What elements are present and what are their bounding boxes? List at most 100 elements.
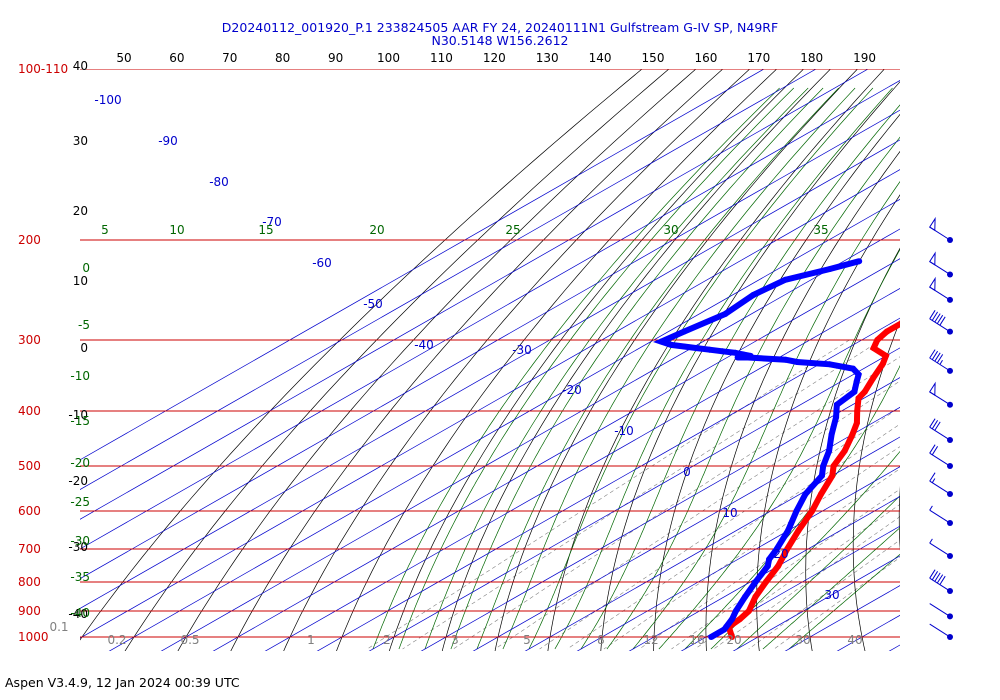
isotherm-line [80,69,817,490]
dewpoint-point [855,371,862,378]
isotherm-line [732,555,900,651]
wind-barb-staff [929,542,951,557]
wind-barb-half [929,538,933,544]
isotherm-line [160,228,900,651]
wind-barb-staff [929,318,951,333]
dry-adiabat-line [80,69,643,641]
isotherm-line [524,436,900,651]
dry-adiabat-line [705,150,900,651]
mixing-ratio-label: 3 [451,633,459,647]
temperature-point [941,251,947,257]
top-axis-tick: 100 [377,51,400,65]
top-axis-tick: 170 [747,51,770,65]
temperature-point [795,527,802,534]
wind-barb-staff [929,480,951,495]
dry-adiabat-line [944,69,1000,661]
dewpoint-point [747,352,754,359]
mixing-ratio-label: 40 [847,633,862,647]
dry-adiabat-line [388,69,804,651]
wind-barb-station [947,491,953,497]
moist-adiabat-label: 30 [663,223,678,237]
top-axis-tick: 140 [589,51,612,65]
top-axis-tick: 70 [222,51,237,65]
temperature-point [775,563,782,569]
isotherm-line [628,496,900,651]
dry-adiabat-label: 40 [73,59,88,73]
moist-adiabat-label: 5 [101,223,109,237]
temperature-point [937,272,943,278]
dewpoint-point [826,266,833,272]
dry-adiabat-line [852,319,900,651]
pressure-label: 900 [18,604,41,618]
wind-barb-station [947,271,953,278]
moist-adiabat-label: 15 [258,223,273,237]
top-axis-tick: 90 [328,51,343,65]
dry-adiabat-label: -10 [68,408,88,422]
temperature-point [729,634,735,640]
wind-barb-staff [929,452,951,467]
wind-barb-full [931,446,939,456]
dry-adiabat-line [898,485,900,552]
chart-title: D20240112_001920_P.1 233824505 AAR FY 24… [0,21,1000,47]
dewpoint-point [658,338,665,345]
isotherm-line [472,406,900,651]
temperature-point [818,491,825,497]
top-axis-tick: 80 [275,51,290,65]
temperature-point [829,472,836,479]
moist-adiabat-line [450,87,824,650]
temperature-point [870,375,877,381]
dewpoint-point [764,563,771,569]
isotherm-label: -70 [262,215,282,229]
dewpoint-point [766,556,773,563]
dry-adiabat-label: 20 [73,204,88,218]
mixing-ratio-line [539,407,900,650]
dewpoint-point [850,365,857,372]
dewpoint-point [723,623,730,630]
pressure-label: 700 [18,542,41,556]
dry-adiabat-line [283,69,750,651]
isotherm-line [108,198,900,651]
wind-barb-station [947,237,953,243]
isotherm-line [368,347,900,651]
moist-adiabat-line [398,87,795,650]
dewpoint-point [732,349,739,356]
isotherm-line [80,109,900,580]
pressure-label: 100-110 [18,62,68,76]
top-axis-tick: 110 [430,51,453,65]
wind-barb-staff [929,623,951,638]
pressure-label: 200 [18,233,41,247]
top-axis-tick: 120 [483,51,506,65]
temperature-point [841,447,848,454]
dry-adiabat-line [441,69,831,651]
dry-adiabat-line [177,69,697,651]
isotherm-line [888,644,900,651]
moist-adiabat-line [788,553,900,650]
moist-adiabat-line [528,87,874,650]
isotherm-line [80,69,765,461]
dewpoint-point [722,311,729,317]
temperature-point [945,243,951,249]
moist-adiabat-label: -15 [70,414,90,428]
wind-barb-half [929,505,933,511]
chart-title-line-2: N30.5148 W156.2612 [431,33,569,48]
temperature-point [849,431,856,438]
dewpoint-point [740,351,746,358]
footer-version: Aspen V3.4.9, 12 Jan 2024 00:39 UTC [5,675,240,690]
dry-adiabat-line [600,81,900,651]
dewpoint-point [826,447,833,454]
moist-adiabat-label: 0 [82,261,90,275]
wind-barb-station [947,553,953,559]
mixing-ratio-line [402,339,882,650]
wind-barbs-panel [929,216,953,640]
wind-barb-staff [929,603,951,617]
mixing-ratio-label: 8 [597,633,605,647]
wind-barb-flag [929,276,936,292]
wind-barb-full [931,311,939,321]
mixing-ratio-line [367,339,850,650]
isotherm-label: -50 [363,297,383,311]
dewpoint-point [833,414,840,421]
chart-title-line-1: D20240112_001920_P.1 233824505 AAR FY 24… [221,20,779,35]
isotherm-label: -90 [158,134,178,148]
